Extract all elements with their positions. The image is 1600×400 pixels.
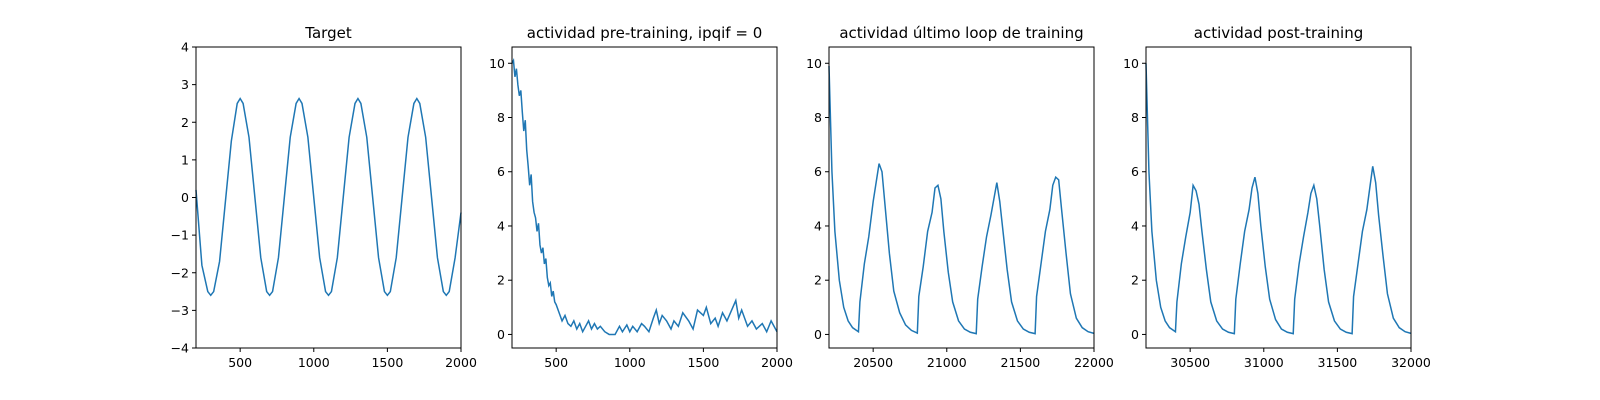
- y-tick-label: 0: [1131, 327, 1139, 342]
- subplot-title: Target: [304, 24, 352, 42]
- y-tick-label: −4: [171, 341, 189, 356]
- x-tick-label: 2000: [445, 355, 477, 370]
- x-tick-label: 1000: [614, 355, 646, 370]
- y-tick-label: 3: [181, 77, 189, 92]
- x-tick-label: 500: [228, 355, 252, 370]
- axes-frame: [828, 46, 1095, 349]
- series-line: [1145, 63, 1412, 335]
- subplot-target: Target 500 1000 1500 2000 −4 −3 −2 −1 0 …: [171, 24, 477, 370]
- x-tick-label: 31000: [1244, 355, 1284, 370]
- y-tick-label: 4: [1131, 218, 1139, 233]
- x-tick-label: 31500: [1318, 355, 1358, 370]
- subplot-title: actividad pre-training, ipqif = 0: [527, 24, 763, 42]
- y-tick-label: 8: [1131, 110, 1139, 125]
- axes-frame: [1145, 46, 1412, 349]
- y-tick-label: 8: [814, 110, 822, 125]
- x-tick-label: 500: [544, 355, 568, 370]
- y-tick-label: 6: [497, 164, 505, 179]
- x-tick-label: 32000: [1391, 355, 1431, 370]
- x-tick-label: 1500: [687, 355, 719, 370]
- x-tick-label: 21000: [927, 355, 967, 370]
- y-tick-label: 10: [489, 56, 505, 71]
- y-tick-label: 10: [1123, 56, 1139, 71]
- x-tick-label: 30500: [1170, 355, 1210, 370]
- x-tick-label: 1000: [298, 355, 330, 370]
- y-tick-label: 2: [181, 115, 189, 130]
- series-line: [195, 97, 462, 297]
- y-tick-label: −3: [171, 303, 189, 318]
- y-tick-label: 1: [181, 152, 189, 167]
- y-tick-label: 6: [814, 164, 822, 179]
- y-tick-label: 0: [497, 327, 505, 342]
- y-tick-label: 4: [497, 218, 505, 233]
- y-tick-label: 0: [814, 327, 822, 342]
- x-tick-label: 20500: [853, 355, 893, 370]
- x-tick-label: 1500: [371, 355, 403, 370]
- subplot-pre-training: actividad pre-training, ipqif = 0 500 10…: [489, 24, 793, 370]
- y-tick-label: 0: [181, 190, 189, 205]
- subplot-last-training-loop: actividad último loop de training 20500 …: [806, 24, 1114, 370]
- y-tick-label: −1: [171, 228, 189, 243]
- subplot-title: actividad último loop de training: [839, 24, 1083, 42]
- y-tick-label: −2: [171, 265, 189, 280]
- y-tick-label: 8: [497, 110, 505, 125]
- axes-frame: [511, 46, 778, 349]
- axes-frame: [195, 46, 462, 349]
- y-tick-label: 6: [1131, 164, 1139, 179]
- x-tick-label: 22000: [1074, 355, 1114, 370]
- series-line: [511, 58, 778, 336]
- y-tick-label: 10: [806, 56, 822, 71]
- subplot-post-training: actividad post-training 30500 31000 3150…: [1123, 24, 1431, 370]
- y-tick-label: 4: [814, 218, 822, 233]
- x-tick-label: 2000: [761, 355, 793, 370]
- y-tick-label: 2: [1131, 273, 1139, 288]
- series-line: [828, 65, 1095, 335]
- y-tick-label: 2: [814, 273, 822, 288]
- y-tick-label: 2: [497, 273, 505, 288]
- y-tick-label: 4: [181, 40, 189, 55]
- subplot-title: actividad post-training: [1194, 24, 1363, 42]
- x-tick-label: 21500: [1001, 355, 1041, 370]
